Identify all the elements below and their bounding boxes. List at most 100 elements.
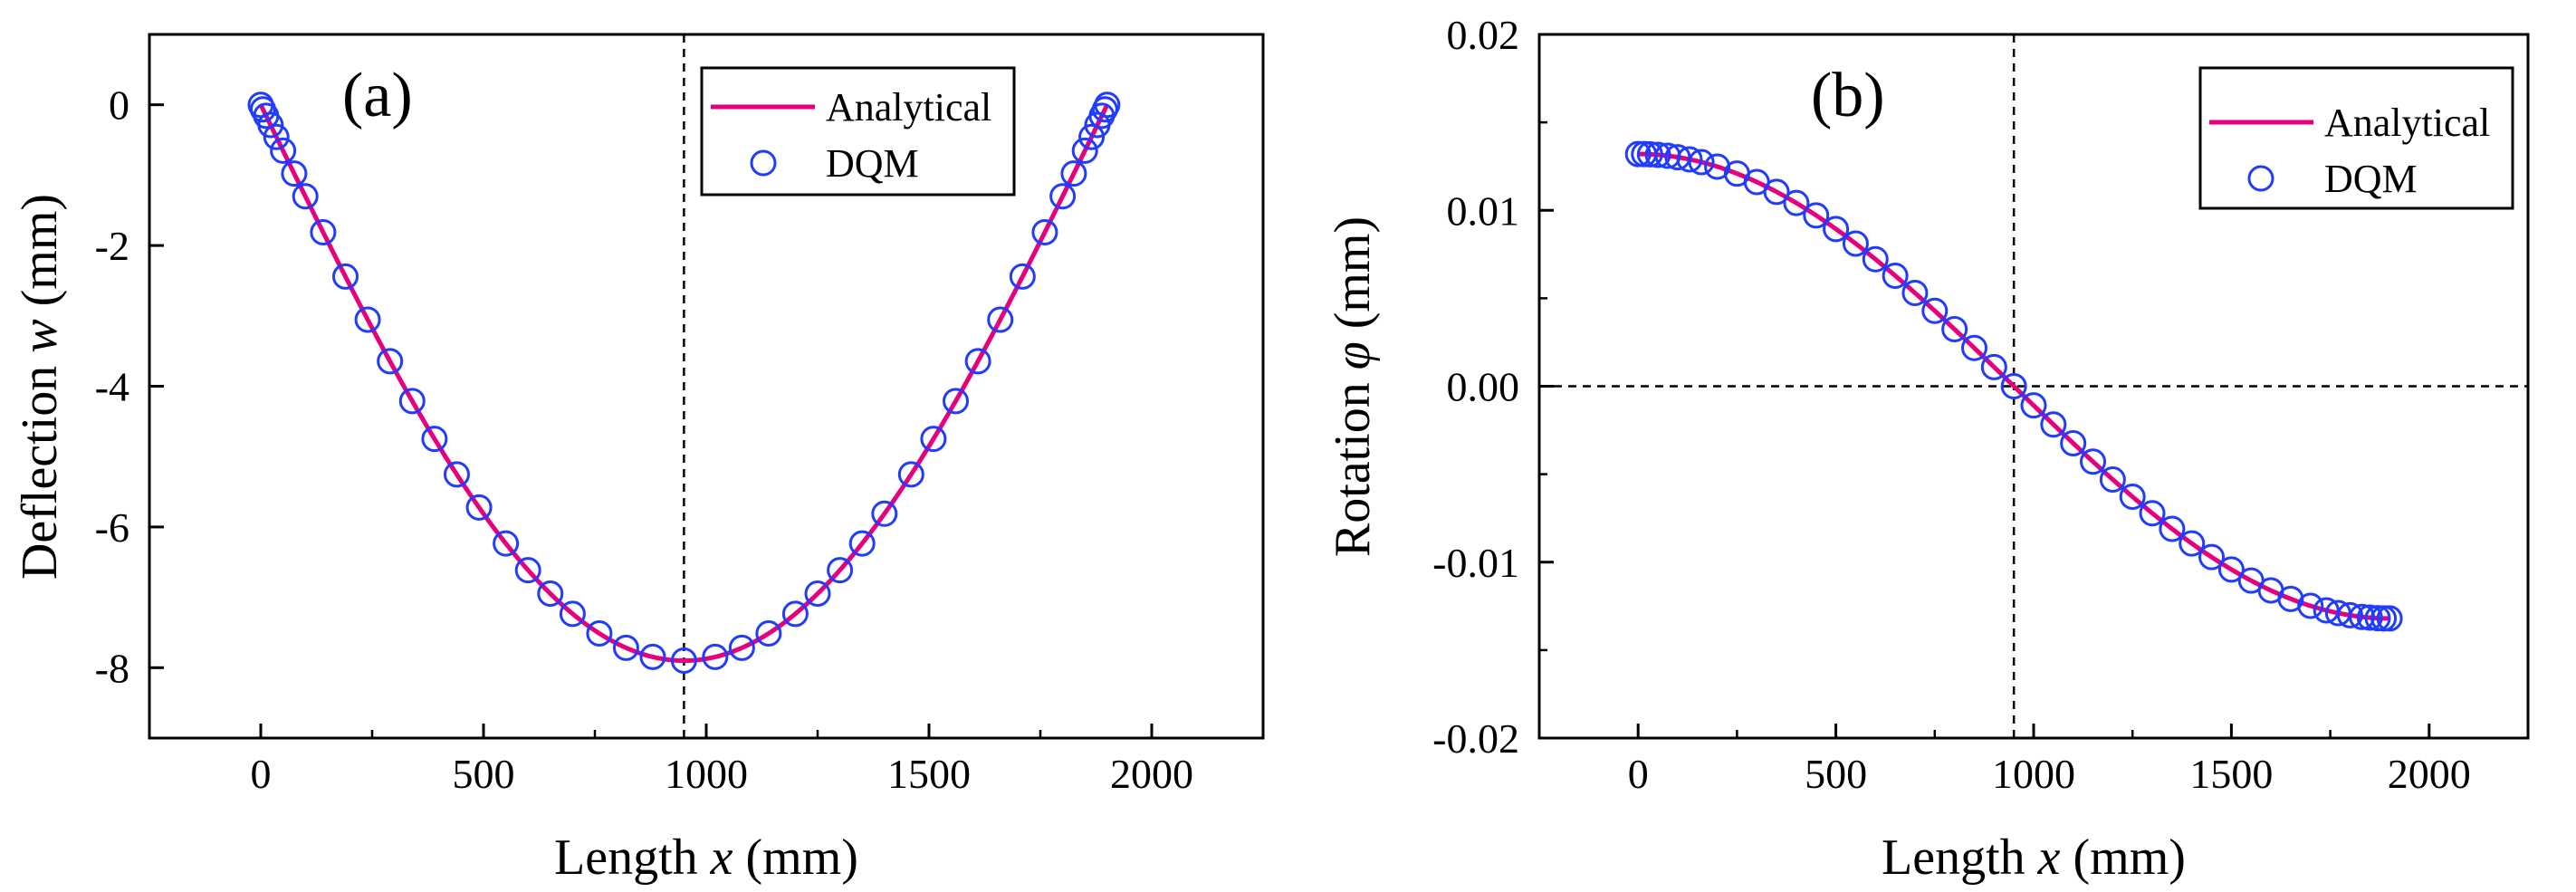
dqm-point (1980, 353, 2007, 380)
y-axis-title-a: Deflection w (mm) (12, 194, 68, 580)
y-tick-label: 0.01 (1447, 187, 1520, 234)
dqm-point (263, 123, 290, 150)
dqm-point (465, 494, 493, 521)
legend-a: Analytical DQM (700, 66, 1016, 197)
dqm-point (1644, 141, 1671, 168)
dqm-point (270, 137, 297, 164)
x-tick-label: 1500 (887, 751, 971, 797)
dqm-point (331, 263, 359, 290)
dqm-point (2139, 500, 2166, 527)
legend-b: Analytical DQM (2198, 66, 2514, 210)
dqm-point (354, 306, 381, 333)
dqm-point (537, 580, 564, 608)
dqm-point (964, 348, 991, 375)
dqm-point (755, 619, 782, 647)
panel-a: 0 500 1000 1500 2000 0 -2 -4 -6 -8 (a) Length x (… (12, 33, 1265, 886)
dqm-point (2080, 448, 2107, 475)
x-axis-title-b: Length x (mm) (1882, 830, 2186, 886)
dqm-point (2040, 411, 2067, 438)
x-tick-label: 2000 (2388, 751, 2471, 797)
dqm-point (2179, 530, 2206, 557)
dqm-point (943, 388, 970, 415)
analytical-curve (1638, 151, 2390, 621)
dqm-point (559, 600, 586, 628)
x-tick-label: 1500 (2189, 751, 2273, 797)
dqm-point (2000, 373, 2027, 399)
dqm-point (2020, 392, 2047, 419)
dqm-point (1688, 149, 1715, 176)
dqm-point (1842, 230, 1869, 257)
dqm-point (2099, 465, 2126, 493)
dqm-point (2336, 601, 2363, 628)
dqm-point (1901, 280, 1929, 307)
dqm-point (871, 500, 898, 527)
dqm-point (1009, 263, 1036, 290)
legend-label-analytical-a: Analytical (826, 85, 991, 129)
dqm-point (257, 111, 284, 139)
y-tick-label: -2 (95, 223, 129, 269)
x-tick-label: 2000 (1110, 751, 1193, 797)
dqm-point (1921, 297, 1949, 324)
dqm-point (1094, 91, 1121, 119)
y-tick-label: -0.02 (1432, 715, 1519, 762)
x-tick-label: 0 (251, 751, 272, 797)
x-axis-title-a: Length x (mm) (554, 830, 858, 886)
y-tick-label: 0 (109, 82, 129, 129)
legend-label-analytical-b: Analytical (2324, 101, 2490, 145)
dqm-point (1676, 146, 1703, 173)
plot-content-a (247, 34, 1121, 738)
y-axis-title-b: Rotation φ (mm) (1325, 216, 1381, 557)
y-tick-label: -4 (95, 364, 129, 410)
dqm-point (670, 647, 697, 675)
dqm-point (987, 306, 1014, 333)
legend-label-dqm-a: DQM (826, 141, 919, 186)
y-tick-label: 0.00 (1447, 364, 1520, 410)
dqm-point (920, 426, 947, 453)
dqm-point (2217, 556, 2245, 583)
legend-label-dqm-b: DQM (2324, 157, 2418, 201)
dqm-point (1803, 202, 1830, 229)
x-tick-label: 1000 (665, 751, 748, 797)
dqm-point (2356, 604, 2383, 631)
dqm-point (1071, 137, 1098, 164)
y-tick-label: -8 (95, 645, 129, 691)
x-tick-label: 500 (1805, 751, 1867, 797)
dqm-point (728, 634, 755, 661)
dqm-point (2349, 603, 2376, 630)
dqm-point (1031, 219, 1058, 246)
dqm-point (781, 600, 809, 628)
dqm-point (443, 461, 470, 488)
dqm-point (2159, 515, 2186, 542)
dqm-point (2297, 592, 2324, 619)
x-tick-label: 500 (453, 751, 515, 797)
dqm-point (2376, 605, 2403, 632)
dqm-point (1049, 183, 1077, 210)
y-tick-label: -6 (95, 504, 129, 551)
dqm-point (827, 557, 854, 584)
dqm-point (612, 634, 639, 661)
dqm-point (848, 530, 876, 557)
dqm-point (292, 183, 319, 210)
dqm-point (1941, 316, 1968, 343)
dqm-point (2198, 543, 2226, 571)
dqm-point (398, 388, 426, 415)
dqm-point (639, 643, 666, 670)
dqm-point (897, 461, 924, 488)
dqm-point (1060, 160, 1087, 187)
dqm-point (702, 643, 729, 670)
analytical-curve (258, 103, 1110, 664)
dqm-point (1783, 189, 1810, 216)
dqm-point (281, 160, 308, 187)
legend-box-a (700, 66, 1016, 197)
dqm-point (310, 219, 337, 246)
ticks-a: 0 500 1000 1500 2000 0 -2 -4 -6 -8 (95, 82, 1265, 797)
dqm-point (804, 580, 831, 608)
dqm-point (421, 426, 448, 453)
dqm-point (1882, 262, 1909, 289)
dqm-point (586, 619, 613, 647)
panel-label-a: (a) (342, 61, 413, 130)
dqm-point (1636, 140, 1663, 168)
dqm-point (1960, 334, 1987, 361)
dqm-point (2060, 429, 2087, 456)
